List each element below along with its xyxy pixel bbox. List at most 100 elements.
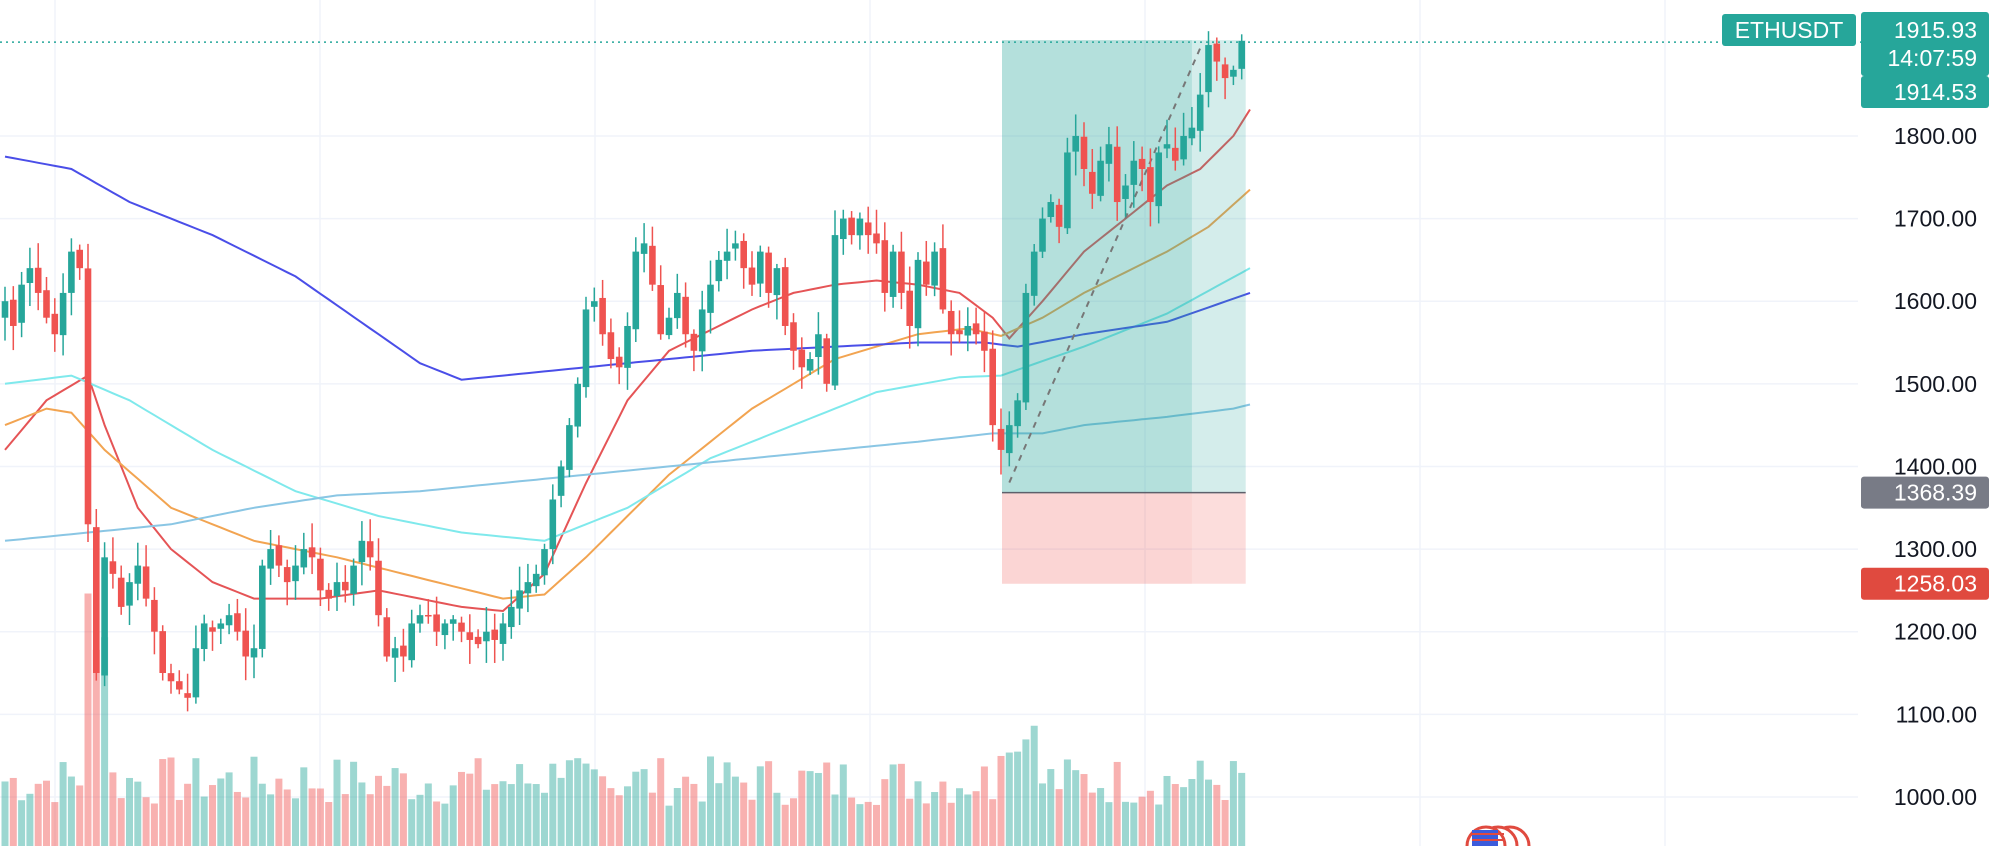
candle-body: [325, 589, 332, 599]
candle-body: [1055, 204, 1063, 227]
candle-body: [981, 331, 988, 351]
volume-bar: [1005, 752, 1013, 846]
candle-body: [176, 681, 183, 690]
volume-bar: [474, 758, 482, 846]
volume-bar: [856, 804, 864, 846]
volume-bar: [308, 788, 316, 846]
volume-bar: [947, 802, 955, 846]
candle-body: [358, 540, 366, 563]
candle-body: [923, 261, 930, 285]
candle-body: [582, 309, 590, 388]
volume-bar: [1022, 739, 1030, 846]
us-flag-icon[interactable]: [1465, 825, 1531, 851]
candle-body: [889, 251, 897, 297]
volume-bar: [557, 777, 565, 846]
volume-bar: [624, 786, 631, 846]
entry-price-tag: [1861, 476, 1989, 509]
candle-body: [956, 330, 963, 335]
candle-body: [184, 693, 191, 698]
volume-bar: [358, 782, 366, 846]
volume-bar: [524, 783, 532, 846]
volume-bar: [109, 772, 117, 846]
volume-bar: [823, 762, 831, 846]
volume-bar: [126, 777, 133, 846]
volume-bar: [1088, 792, 1096, 846]
candle-body: [134, 565, 142, 584]
candle-body: [400, 645, 407, 657]
candle-body: [532, 573, 540, 587]
candle-body: [997, 428, 1005, 450]
candle-body: [790, 322, 797, 351]
volume-bar: [831, 794, 839, 846]
candle-body: [1080, 136, 1088, 169]
volume-bar: [532, 784, 540, 846]
candle-body: [640, 243, 648, 254]
candle-body: [225, 615, 233, 626]
candle-body: [117, 577, 125, 607]
volume-bar: [225, 772, 233, 846]
candle-body: [433, 614, 440, 632]
candle-body: [682, 296, 689, 335]
ma-line: [4, 108, 1251, 613]
volume-bar: [582, 763, 590, 846]
volume-bar: [590, 769, 598, 846]
volume-bar: [1063, 759, 1071, 846]
candle-body: [209, 627, 216, 632]
y-tick-label: 1800.00: [1894, 123, 1977, 149]
countdown-text: 14:07:59: [1887, 45, 1977, 71]
volume-bar: [648, 792, 656, 846]
volume-bar: [997, 755, 1005, 846]
candle-body: [989, 348, 996, 426]
candle-body: [1047, 202, 1055, 218]
volume-bar: [499, 781, 507, 846]
candle-body: [1089, 171, 1096, 194]
volume-bar: [673, 788, 681, 846]
volume-bar: [482, 789, 490, 846]
candle-body: [665, 317, 673, 336]
long-position-tool[interactable]: [1002, 40, 1246, 584]
volume-bar: [458, 771, 465, 846]
candle-body: [1022, 292, 1030, 403]
volume-bar: [1229, 761, 1237, 846]
volume-bar: [756, 766, 764, 846]
volume-bar: [773, 792, 781, 846]
candle-body: [76, 249, 83, 269]
volume-bar: [159, 759, 167, 846]
candle-body: [416, 615, 424, 624]
candle-body: [707, 284, 714, 313]
volume-bar: [275, 778, 283, 846]
volume-bar: [839, 764, 847, 846]
candle-body: [781, 267, 789, 326]
candle-body: [1006, 425, 1013, 454]
volume-bar: [956, 788, 963, 846]
volume-bar: [881, 779, 889, 846]
candle-body: [574, 383, 581, 427]
volume-bar: [897, 763, 905, 846]
candle-body: [632, 251, 640, 330]
volume-bar: [814, 772, 822, 846]
volume-bar: [51, 802, 59, 846]
last-price-tag: [1861, 12, 1989, 76]
volume-bar: [848, 797, 856, 846]
loss-zone-filled: [1002, 492, 1192, 584]
volume-bar: [150, 803, 158, 846]
volume-bar: [723, 762, 731, 846]
ma-line: [4, 188, 1251, 600]
candle-body: [815, 334, 822, 357]
candle-body: [715, 259, 723, 282]
candle-body: [483, 631, 490, 642]
candle-body: [1, 301, 9, 318]
volume-bar: [707, 756, 714, 846]
candle-body: [607, 332, 615, 360]
price-axis[interactable]: 1000.00 1100.00 1200.00 1300.00 1400.00 1500.…: [1894, 123, 1977, 810]
candle-body: [375, 560, 382, 616]
candle-body: [84, 268, 92, 525]
candle-body: [275, 545, 283, 566]
profit-zone-filled: [1002, 40, 1192, 493]
volume-bar: [292, 798, 299, 846]
volume-bar: [424, 783, 432, 846]
volume-bar: [864, 801, 872, 846]
volume-bar: [731, 776, 739, 846]
volume-bar: [1130, 802, 1138, 846]
